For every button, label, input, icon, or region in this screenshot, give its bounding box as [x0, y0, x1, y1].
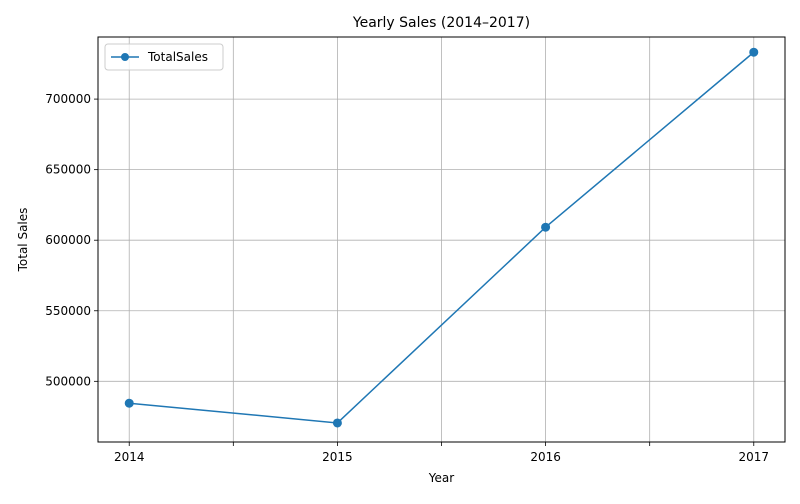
x-tick-label: 2015 [322, 450, 353, 464]
ticks: 2014 2015 2016 2017 500000 550000 600000 650000… [45, 92, 769, 464]
data-point [749, 47, 759, 57]
y-tick-label: 600000 [45, 233, 91, 247]
y-tick-label: 550000 [45, 304, 91, 318]
x-tick-label: 2014 [114, 450, 145, 464]
grid [98, 37, 785, 442]
data-point [541, 222, 551, 232]
y-tick-label: 500000 [45, 374, 91, 388]
data-point [124, 398, 134, 408]
legend: TotalSales [104, 43, 224, 71]
legend-label-totalsales: TotalSales [147, 50, 208, 64]
data-point [332, 418, 342, 428]
y-axis-label: Total Sales [16, 208, 30, 273]
x-axis-label: Year [428, 471, 454, 485]
y-tick-label: 700000 [45, 92, 91, 106]
y-tick-label: 650000 [45, 163, 91, 177]
legend-box [104, 43, 224, 71]
chart-title: Yearly Sales (2014–2017) [352, 15, 530, 31]
series-layer [124, 47, 759, 428]
series-line-totalsales [129, 51, 755, 424]
x-tick-label: 2016 [530, 450, 561, 464]
x-tick-label: 2017 [738, 450, 769, 464]
legend-marker-swatch [121, 53, 129, 61]
